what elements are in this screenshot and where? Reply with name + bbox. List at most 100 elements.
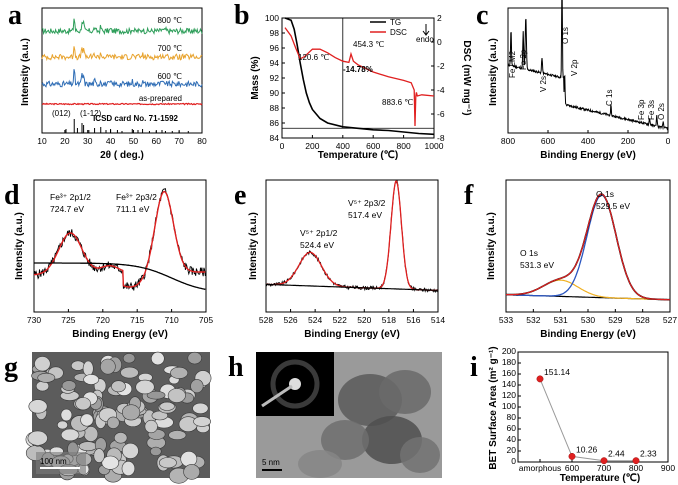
xrd-trace bbox=[41, 46, 203, 62]
y-axis-label-b: Mass (%) bbox=[250, 56, 261, 99]
panel-label-h: h bbox=[228, 352, 244, 383]
annot-v-2p32: V⁵⁺ 2p3/2 bbox=[348, 198, 386, 208]
i-y-tick-label: 20 bbox=[507, 445, 517, 455]
e-x-tick-label: 528 bbox=[259, 315, 273, 325]
label-o-2s: O 2s bbox=[657, 103, 666, 120]
sem-particle bbox=[159, 401, 175, 411]
sem-particle bbox=[61, 380, 77, 391]
sem-particle bbox=[101, 455, 120, 470]
sem-particle bbox=[34, 356, 51, 372]
panel-f: f 533 532 531 530 529 528 527 O 1s 529.5 eV O … bbox=[464, 179, 677, 340]
panel-d: d 730 725 720 715 710 705 Fe³⁺ 2p1/2 724.7 eV… bbox=[4, 179, 213, 340]
label-fe-2p: Fe 2p bbox=[519, 49, 528, 70]
x-ticks-f: 533 532 531 530 529 528 527 bbox=[499, 309, 677, 325]
b-y-tick-label: 94 bbox=[270, 58, 280, 68]
bet-line bbox=[539, 378, 636, 462]
survey-trace bbox=[507, 0, 669, 131]
label-fe-lm2: Fe LM2 bbox=[508, 50, 517, 78]
e-x-tick-label: 524 bbox=[308, 315, 322, 325]
peak-label-1-12: (1-12) bbox=[80, 109, 102, 118]
sem-particle bbox=[37, 372, 56, 383]
a-x-tick-label: 40 bbox=[106, 136, 116, 146]
sem-particle bbox=[71, 360, 86, 371]
x-ticks-a: 10 20 30 40 50 60 70 80 bbox=[37, 130, 207, 146]
y-axis-label-e: Intensity (a.u.) bbox=[248, 212, 259, 280]
a-x-tick-label: 10 bbox=[37, 136, 47, 146]
sem-particle bbox=[120, 366, 139, 379]
sem-particle bbox=[180, 450, 198, 467]
tg-line bbox=[284, 17, 435, 136]
sem-particle bbox=[75, 397, 91, 411]
d-x-tick-label: 730 bbox=[27, 315, 41, 325]
annot-v-2p32-value: 517.4 eV bbox=[348, 210, 382, 220]
beam-stop bbox=[261, 384, 293, 408]
bet-point bbox=[632, 457, 640, 465]
annot-o1s-main-value: 529.5 eV bbox=[596, 201, 630, 211]
sem-particle bbox=[56, 420, 68, 430]
fe2p-fit bbox=[33, 190, 206, 288]
label-fe-3s: Fe 3s bbox=[647, 100, 656, 120]
annot-mass-loss: -14.78% bbox=[343, 65, 373, 74]
panel-label-c: c bbox=[476, 0, 488, 31]
bet-point bbox=[568, 452, 576, 460]
x-axis-label-f: Binding Energy (eV) bbox=[540, 329, 636, 340]
x-axis-label-i: Temperature (℃) bbox=[560, 473, 641, 484]
c-x-tick-label: 0 bbox=[666, 136, 671, 146]
xrd-trace bbox=[41, 18, 203, 36]
sem-particle bbox=[78, 441, 98, 452]
tem-particles bbox=[298, 370, 440, 478]
bet-point bbox=[600, 457, 608, 465]
panel-i: i amorphous 600 700 800 900 02040608010012014… bbox=[470, 346, 675, 484]
sem-particle bbox=[158, 457, 177, 469]
b-y-tick-label: 96 bbox=[270, 43, 280, 53]
sem-particle bbox=[82, 360, 94, 377]
b-y-tick-label: 98 bbox=[270, 28, 280, 38]
sem-particle bbox=[190, 379, 204, 394]
bet-value-label: 2.44 bbox=[608, 449, 625, 459]
i-y-tick-label: 60 bbox=[507, 423, 517, 433]
y2-axis-label-b: DSC (mW mg⁻¹) bbox=[461, 40, 472, 115]
sem-particle bbox=[111, 380, 126, 393]
sem-particle bbox=[193, 416, 212, 427]
i-y-tick-label: 80 bbox=[507, 412, 517, 422]
sem-particle bbox=[60, 408, 73, 422]
y-axis-label-d: Intensity (a.u.) bbox=[14, 212, 25, 280]
tem-particle bbox=[400, 437, 440, 473]
sem-particle bbox=[170, 366, 189, 379]
annot-fe-2p32-value: 711.1 eV bbox=[116, 204, 150, 214]
axes-frame-e bbox=[265, 179, 439, 313]
label-fe-3p: Fe 3p bbox=[637, 99, 646, 120]
legend-600: 600 ℃ bbox=[157, 72, 182, 81]
sem-particle bbox=[121, 460, 136, 476]
c-x-tick-label: 600 bbox=[541, 136, 555, 146]
xrd-trace bbox=[41, 102, 203, 106]
f-x-tick-label: 527 bbox=[663, 315, 677, 325]
dsc-line bbox=[284, 27, 435, 127]
sem-particle bbox=[167, 388, 186, 403]
a-x-tick-label: 50 bbox=[129, 136, 139, 146]
endo-arrow-head bbox=[422, 30, 430, 36]
annot-o1s-side-value: 531.3 eV bbox=[520, 260, 554, 270]
b-x-tick-label: 1000 bbox=[425, 141, 444, 151]
sem-particle bbox=[60, 428, 80, 442]
i-y-tick-label: 140 bbox=[502, 379, 516, 389]
f-x-tick-label: 533 bbox=[499, 315, 513, 325]
axes-frame-b bbox=[281, 17, 435, 139]
sem-particle bbox=[27, 430, 48, 446]
sem-particle bbox=[183, 464, 201, 480]
sem-particle bbox=[135, 379, 155, 395]
y-axis-label-a: Intensity (a.u.) bbox=[20, 38, 31, 106]
b-y2-tick-label: -6 bbox=[437, 109, 445, 119]
f-x-tick-label: 532 bbox=[526, 315, 540, 325]
f-x-tick-label: 531 bbox=[554, 315, 568, 325]
saed-ring bbox=[270, 359, 320, 409]
i-x-tick-label: amorphous bbox=[519, 463, 562, 473]
tem-particle bbox=[298, 450, 342, 478]
annot-v-2p12-value: 524.4 eV bbox=[300, 240, 334, 250]
b-y-tick-label: 88 bbox=[270, 103, 280, 113]
peak-label-012: (012) bbox=[52, 109, 71, 118]
x-axis-label-b: Temperature (℃) bbox=[318, 150, 399, 161]
sem-scale-label: 100 nm bbox=[40, 457, 67, 466]
b-x-tick-label: 600 bbox=[366, 141, 380, 151]
